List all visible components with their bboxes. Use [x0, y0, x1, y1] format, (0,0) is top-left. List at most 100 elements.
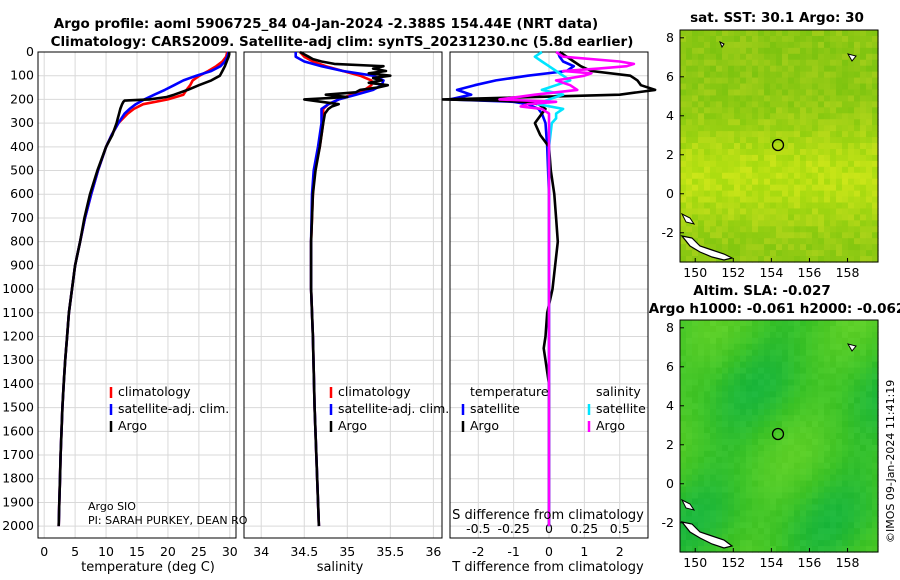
heat-cell: [704, 337, 711, 345]
heat-cell: [794, 379, 801, 387]
heat-cell: [836, 160, 843, 168]
heat-cell: [698, 337, 705, 345]
heat-cell: [716, 41, 723, 49]
heat-cell: [704, 403, 711, 410]
heat-cell: [764, 125, 771, 132]
heat-cell: [752, 385, 759, 392]
heat-cell: [734, 71, 741, 79]
heat-cell: [704, 373, 711, 381]
heat-cell: [764, 232, 771, 239]
heat-cell: [764, 160, 771, 168]
temperature-grid: [38, 51, 236, 538]
heat-cell: [680, 172, 687, 180]
heat-cell: [818, 59, 825, 67]
heat-cell: [806, 415, 813, 422]
heat-cell: [776, 208, 783, 216]
heat-cell: [734, 143, 741, 150]
heat-cell: [764, 522, 771, 529]
heat-cell: [680, 143, 687, 150]
heat-cell: [854, 125, 861, 132]
heat-cell: [776, 391, 783, 398]
heat-cell: [698, 385, 705, 392]
heat-cell: [842, 107, 849, 114]
heat-cell: [764, 379, 771, 387]
heat-cell: [860, 534, 867, 541]
heat-cell: [740, 35, 747, 43]
heat-cell: [704, 444, 711, 452]
heat-cell: [842, 320, 849, 327]
heat-cell: [818, 540, 825, 547]
heat-cell: [860, 498, 867, 506]
heat-cell: [764, 184, 771, 192]
heat-cell: [806, 220, 813, 227]
heat-cell: [704, 349, 711, 357]
heat-cell: [764, 250, 771, 257]
heat-cell: [740, 320, 747, 327]
heat-cell: [710, 397, 717, 404]
heat-cell: [830, 421, 837, 428]
heat-cell: [794, 119, 801, 126]
heat-cell: [806, 154, 813, 162]
heat-cell: [722, 325, 729, 333]
heat-cell: [800, 77, 807, 85]
heat-cell: [788, 137, 795, 144]
heat-cell: [770, 59, 777, 67]
heat-cell: [734, 190, 741, 198]
heat-cell: [824, 492, 831, 500]
heat-cell: [848, 325, 855, 333]
heat-cell: [842, 89, 849, 97]
heat-cell: [746, 131, 753, 138]
heat-cell: [704, 35, 711, 43]
heat-cell: [734, 320, 741, 327]
heat-cell: [758, 59, 765, 67]
heat-cell: [728, 250, 735, 257]
heat-cell: [788, 148, 795, 156]
heat-cell: [728, 226, 735, 233]
heat-cell: [854, 367, 861, 375]
heat-cell: [740, 190, 747, 198]
heat-cell: [848, 89, 855, 97]
heat-cell: [830, 361, 837, 369]
heat-cell: [728, 208, 735, 216]
heat-cell: [848, 331, 855, 339]
heat-cell: [740, 95, 747, 102]
heat-cell: [680, 528, 687, 535]
heat-cell: [770, 226, 777, 233]
heat-cell: [770, 65, 777, 73]
heat-cell: [746, 238, 753, 245]
heat-cell: [734, 415, 741, 422]
heat-cell: [680, 403, 687, 410]
heat-cell: [764, 391, 771, 398]
heat-cell: [800, 397, 807, 404]
heat-cell: [776, 355, 783, 363]
heat-cell: [824, 337, 831, 345]
heat-cell: [770, 196, 777, 204]
heat-cell: [860, 528, 867, 535]
heat-cell: [686, 71, 693, 79]
heat-cell: [848, 397, 855, 404]
heat-cell: [734, 522, 741, 529]
heat-cell: [770, 53, 777, 61]
heat-cell: [830, 226, 837, 233]
heat-cell: [818, 35, 825, 43]
heat-cell: [728, 438, 735, 446]
heat-cell: [854, 415, 861, 422]
heat-cell: [686, 367, 693, 375]
heat-cell: [812, 89, 819, 97]
heat-cell: [746, 160, 753, 168]
heat-cell: [800, 53, 807, 61]
heat-cell: [800, 137, 807, 144]
heat-cell: [704, 178, 711, 186]
heat-cell: [842, 30, 849, 37]
heat-cell: [812, 166, 819, 174]
heat-cell: [824, 450, 831, 458]
heat-cell: [872, 220, 879, 227]
heat-cell: [692, 367, 699, 375]
heat-cell: [812, 385, 819, 392]
heat-cell: [698, 125, 705, 132]
heat-cell: [848, 355, 855, 363]
heat-cell: [758, 546, 765, 553]
heat-cell: [728, 486, 735, 494]
heat-cell: [746, 480, 753, 488]
heat-cell: [704, 137, 711, 144]
